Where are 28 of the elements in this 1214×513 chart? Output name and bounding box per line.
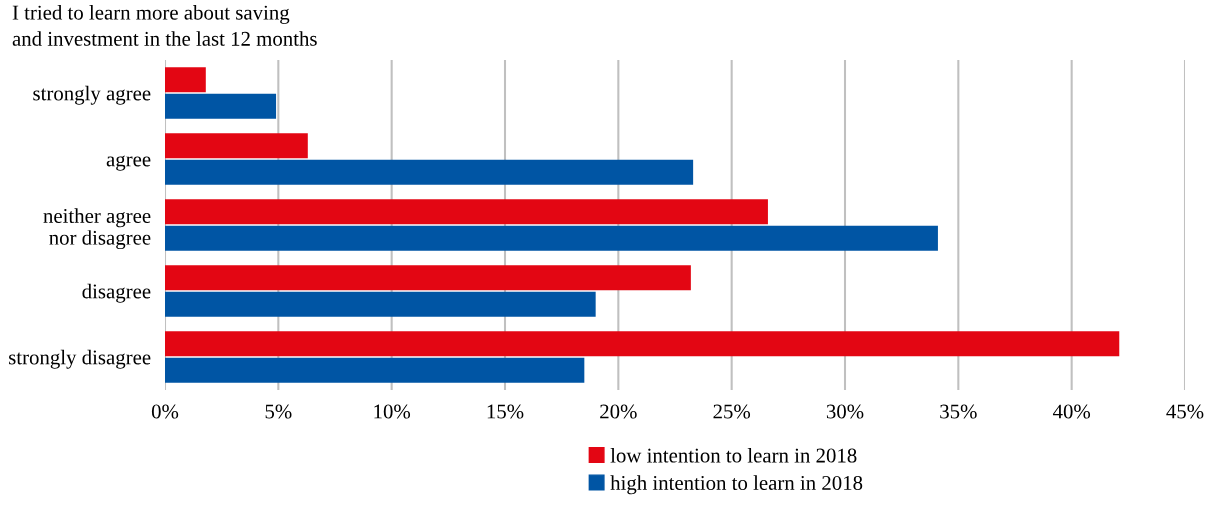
x-tick-label: 30% bbox=[826, 404, 864, 419]
bar bbox=[165, 67, 206, 93]
bar bbox=[165, 265, 691, 291]
x-tick-label: 20% bbox=[600, 404, 637, 419]
x-tick-label: 40% bbox=[1052, 404, 1091, 419]
bar bbox=[165, 357, 585, 383]
y-tick-label: agree bbox=[106, 155, 151, 171]
bar bbox=[165, 133, 308, 159]
x-tick-label: 15% bbox=[487, 404, 524, 419]
bar bbox=[165, 199, 768, 225]
bar bbox=[165, 331, 1120, 357]
chart-title: I tried to learn more about saving and investment in the last 12 months bbox=[12, 5, 317, 46]
y-tick-label: neither agree nor disagree bbox=[43, 208, 151, 250]
x-tick-label: 5% bbox=[265, 404, 292, 419]
bar bbox=[165, 291, 596, 317]
x-tick-label: 35% bbox=[940, 404, 977, 419]
x-tick-label: 10% bbox=[374, 404, 411, 419]
y-tick-label: strongly disagree bbox=[9, 349, 151, 369]
x-tick-label: 25% bbox=[713, 404, 751, 419]
bar bbox=[165, 93, 277, 119]
legend-label: low intention to learn in 2018 bbox=[610, 447, 857, 463]
legend-label: high intention to learn in 2018 bbox=[610, 475, 863, 495]
x-tick-label: 0% bbox=[151, 404, 179, 419]
y-tick-label: strongly agree bbox=[33, 85, 151, 105]
bar bbox=[165, 159, 694, 185]
bar bbox=[165, 225, 938, 251]
x-tick-label: 45% bbox=[1166, 404, 1204, 419]
y-tick-label: disagree bbox=[82, 283, 151, 303]
